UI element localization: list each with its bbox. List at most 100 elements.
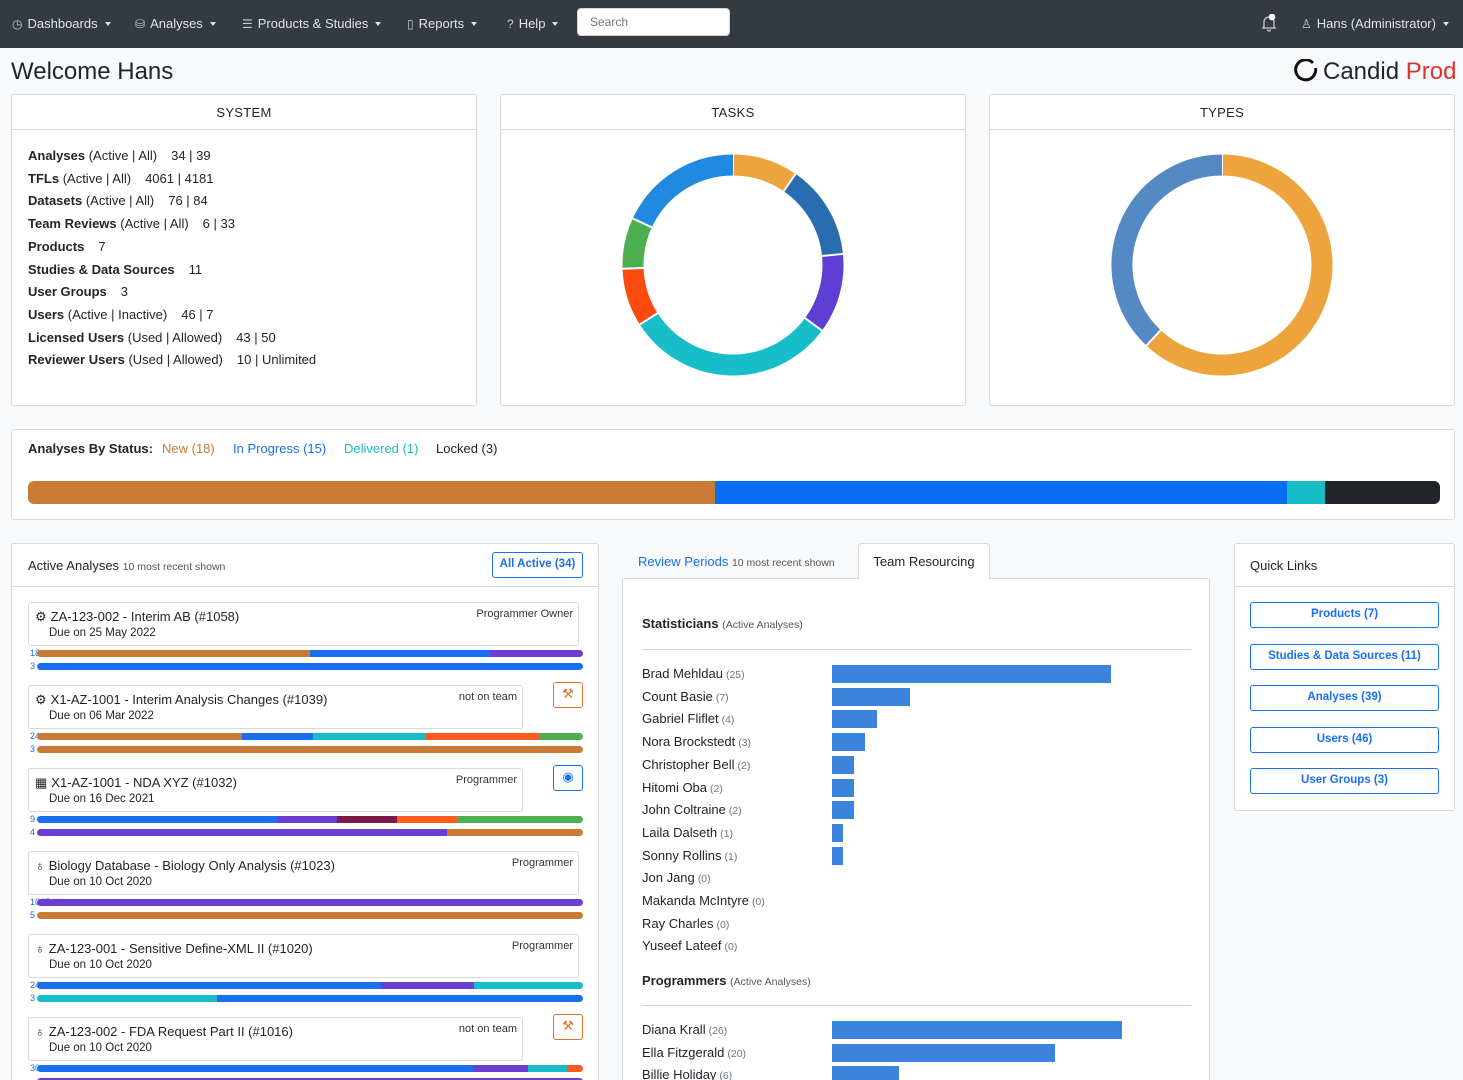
bar-count: 24 — [30, 980, 41, 990]
active-analyses-header: Active Analyses 10 most recent shown — [28, 558, 225, 573]
progress-segment — [446, 829, 583, 836]
person-row-label: Ella Fitzgerald (20) — [642, 1045, 746, 1060]
donut-slice[interactable] — [804, 253, 844, 331]
person-row-label: Billie Holiday (6) — [642, 1067, 732, 1080]
quick-link-button[interactable]: Studies & Data Sources (11) — [1250, 643, 1439, 670]
brand-env: Prod — [1405, 58, 1457, 85]
analysis-card[interactable]: ♁ ZA-123-001 - Sensitive Define-XML II (#… — [28, 934, 579, 978]
person-row-label: Sonny Rollins (1) — [642, 848, 737, 863]
status-in-progress-link[interactable]: In Progress (15) — [233, 441, 327, 456]
donut-slice[interactable] — [783, 173, 843, 257]
person-bar[interactable] — [832, 778, 855, 797]
divider — [12, 586, 598, 587]
nav-products-studies[interactable]: ☰ Products & Studies — [242, 16, 382, 31]
search-input[interactable] — [577, 8, 730, 36]
analysis-card[interactable]: ⚙ ZA-123-002 - Interim AB (#1058) Due on 2… — [28, 602, 579, 646]
donut-slice[interactable] — [632, 154, 734, 228]
tab-team-resourcing[interactable]: Team Resourcing — [858, 543, 990, 580]
nav-analyses[interactable]: ⛁ Analyses — [135, 16, 216, 31]
notifications-bell[interactable] — [1261, 13, 1277, 32]
person-name: Nora Brockstedt — [642, 734, 736, 750]
tab-review-periods-subtitle: 10 most recent shown — [731, 557, 835, 569]
progress-segment — [312, 733, 427, 740]
donut-slice[interactable] — [1111, 154, 1223, 346]
tab-review-periods[interactable]: Review Periods 10 most recent shown — [638, 554, 835, 569]
analysis-type-icon: ♁ — [35, 1024, 45, 1039]
quick-link-button[interactable]: Users (46) — [1250, 726, 1439, 753]
person-bar[interactable] — [832, 755, 855, 774]
person-count: (20) — [727, 1047, 747, 1060]
analysis-card[interactable]: ⚙ X1-AZ-1001 - Interim Analysis Changes (… — [28, 685, 523, 729]
person-count: (2) — [710, 782, 723, 795]
nav-reports[interactable]: ▯ Reports — [407, 16, 478, 31]
status-new-link[interactable]: New (18) — [162, 441, 215, 456]
status-locked-link[interactable]: Locked (3) — [436, 441, 498, 456]
wrench-icon: ⚒ — [562, 1018, 574, 1033]
system-stat-value: 3 — [120, 284, 128, 300]
status-delivered-link[interactable]: Delivered (1) — [344, 441, 419, 456]
analysis-title-row: ⚙ ZA-123-002 - Interim AB (#1058) — [35, 609, 239, 625]
system-stat-label: User Groups — [28, 284, 107, 300]
chevron-down-icon — [104, 21, 111, 26]
person-bar[interactable] — [832, 823, 844, 842]
edit-button[interactable]: ⚒ — [553, 682, 583, 708]
quick-link-button[interactable]: User Groups (3) — [1250, 768, 1439, 794]
system-stat-label: Datasets — [28, 193, 83, 209]
brand-logo: Candid Prod — [1293, 58, 1456, 86]
person-row-label: Gabriel Fliflet (4) — [642, 711, 734, 726]
analysis-progress-bar — [37, 816, 583, 823]
analysis-card[interactable]: ▦ X1-AZ-1001 - NDA XYZ (#1032) Due on 16 D… — [28, 768, 523, 812]
donut-slice[interactable] — [639, 312, 822, 376]
status-segment-delivered[interactable] — [1287, 481, 1326, 504]
donut-slice[interactable] — [1146, 154, 1333, 376]
team-resourcing-panel: Statisticians (Active Analyses) Brad Meh… — [622, 578, 1210, 1080]
view-button[interactable]: ◉ — [553, 765, 583, 791]
status-segment-in_progress[interactable] — [714, 481, 1288, 504]
analysis-role: Programmer Owner — [476, 608, 573, 620]
status-segment-locked[interactable] — [1325, 481, 1440, 504]
chevron-down-icon — [552, 21, 559, 26]
quick-link-button[interactable]: Products (7) — [1250, 602, 1439, 628]
edit-button[interactable]: ⚒ — [553, 1014, 583, 1040]
quick-link-button[interactable]: Analyses (39) — [1250, 685, 1439, 711]
analysis-type-icon: ♁ — [35, 858, 45, 873]
person-bar[interactable] — [832, 1066, 899, 1080]
progress-segment — [37, 733, 243, 740]
slice-separator — [622, 266, 644, 270]
all-active-button[interactable]: All Active (34) — [492, 552, 583, 578]
person-bar[interactable] — [832, 846, 844, 865]
programmers-subtitle: (Active Analyses) — [730, 976, 811, 988]
donut-slice[interactable] — [622, 218, 652, 269]
analysis-card[interactable]: ♁ Biology Database - Biology Only Analysi… — [28, 851, 579, 895]
person-bar[interactable] — [832, 710, 877, 729]
person-name: Hitomi Oba — [642, 779, 708, 795]
progress-segment — [217, 995, 583, 1002]
person-bar[interactable] — [832, 1043, 1056, 1062]
user-menu[interactable]: ♙ Hans (Administrator) — [1301, 16, 1449, 31]
quick-links-card: Quick Links Products (7) Studies & Data S… — [1234, 543, 1455, 811]
person-name: Sonny Rollins — [642, 847, 722, 863]
divider — [642, 1005, 1191, 1006]
nav-dashboards[interactable]: ◷ Dashboards — [12, 16, 111, 31]
status-segment-new[interactable] — [28, 481, 715, 504]
analysis-progress-bar — [37, 912, 583, 919]
person-count: (6) — [719, 1070, 733, 1080]
person-bar[interactable] — [832, 1021, 1122, 1039]
analysis-card[interactable]: ♁ ZA-123-002 - FDA Request Part II (#1016… — [28, 1017, 523, 1061]
nav-help[interactable]: ? Help — [507, 16, 559, 31]
person-row-label: Makanda McIntyre (0) — [642, 893, 765, 908]
donut-slice[interactable] — [622, 267, 658, 325]
person-row-label: Laila Dalseth (1) — [642, 825, 733, 840]
bar-count: 9 — [30, 814, 36, 824]
analysis-role: Programmer — [455, 774, 517, 786]
person-bar[interactable] — [832, 801, 855, 820]
donut-slice[interactable] — [732, 154, 796, 192]
person-bar[interactable] — [832, 665, 1111, 683]
person-bar[interactable] — [832, 733, 866, 752]
analysis-progress-bar — [37, 663, 583, 670]
chevron-down-icon — [375, 21, 382, 26]
statisticians-header: Statisticians (Active Analyses) — [642, 616, 803, 631]
system-stat-sub: (Used | Allowed) — [127, 329, 223, 345]
person-bar[interactable] — [832, 687, 911, 706]
system-stat-row: Analyses (Active | All) 34 | 39 — [28, 148, 211, 163]
